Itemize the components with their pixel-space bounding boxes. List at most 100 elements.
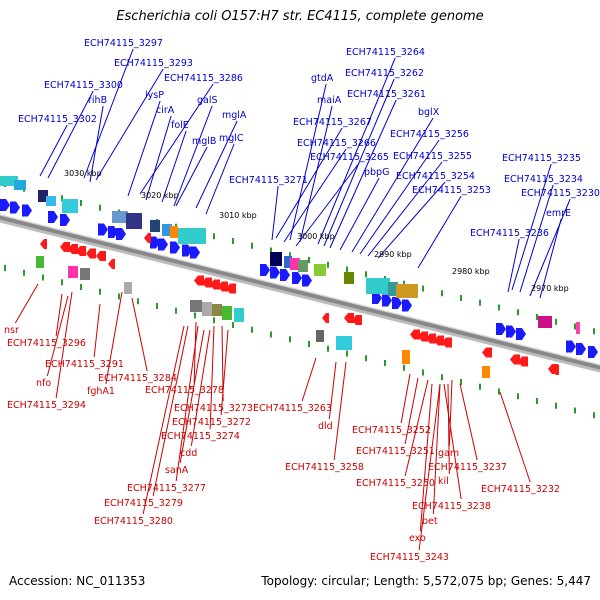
reverse-gene-label: ECH74115_3280 <box>94 516 173 527</box>
label-connector <box>83 48 134 179</box>
reverse-gene-label: ECH74115_3237 <box>428 462 507 473</box>
label-connector <box>295 162 360 247</box>
forward-gene-label: ECH74115_3300 <box>44 80 123 91</box>
reverse-gene-arrow <box>210 279 220 290</box>
label-connector <box>179 329 205 464</box>
tick-mark-lower <box>498 388 500 395</box>
forward-gene-arrow <box>108 226 118 238</box>
label-connector <box>271 185 279 241</box>
label-connector <box>377 181 446 259</box>
label-connector <box>418 383 441 551</box>
gene-feature-block <box>314 264 326 276</box>
tick-mark-lower <box>365 355 367 362</box>
forward-gene-arrow <box>516 328 526 340</box>
tick-label: 2990 kbp <box>374 250 412 259</box>
label-connector <box>351 117 434 253</box>
forward-gene-label: mglC <box>219 133 244 144</box>
reverse-gene-arrow <box>144 233 151 243</box>
label-connector <box>417 195 462 269</box>
forward-gene-label: ECH74115_3267 <box>293 117 372 128</box>
reverse-gene-label: cdd <box>180 448 197 459</box>
reverse-gene-label: kil <box>438 476 449 487</box>
tick-mark-upper <box>422 285 424 292</box>
tick-mark-lower <box>536 398 538 404</box>
reverse-gene-arrow <box>442 337 452 348</box>
reverse-gene-label: exo <box>409 533 426 544</box>
label-connector <box>448 379 453 447</box>
tick-mark-lower <box>517 393 519 400</box>
topology-text: Topology: circular; Length: 5,572,075 bp… <box>261 574 591 588</box>
forward-gene-label: lysP <box>145 90 164 101</box>
label-connector <box>299 105 333 243</box>
reverse-gene-arrow <box>60 242 70 252</box>
label-connector <box>175 325 199 482</box>
label-connector <box>142 325 185 515</box>
forward-gene-arrow <box>182 244 192 257</box>
tick-mark-lower <box>289 336 291 343</box>
label-connector <box>329 99 397 249</box>
backbone-line <box>0 214 600 370</box>
gene-feature-block <box>150 220 160 232</box>
tick-mark-lower <box>479 383 481 390</box>
gene-feature-block <box>336 336 352 350</box>
map-title: Escherichia coli O157:H7 str. EC4115, co… <box>116 9 484 24</box>
reverse-gene-arrow <box>344 313 354 323</box>
forward-gene-arrow <box>402 299 412 312</box>
tick-mark-upper <box>99 204 101 211</box>
gene-feature-block <box>62 199 78 213</box>
forward-gene-arrow <box>382 294 392 307</box>
gene-feature-block <box>170 226 178 238</box>
reverse-gene-label: ECH74115_3278 <box>145 385 224 396</box>
label-connector <box>301 357 317 402</box>
tick-mark-upper <box>403 280 405 287</box>
tick-mark-lower <box>213 317 215 324</box>
label-connector <box>333 361 347 461</box>
tick-mark-upper <box>460 295 462 301</box>
label-connector <box>89 105 104 183</box>
forward-gene-arrow <box>292 272 302 284</box>
forward-gene-arrow <box>566 340 576 353</box>
forward-gene-label: emrE <box>546 208 571 219</box>
tick-mark-upper <box>327 261 329 268</box>
label-connector <box>404 377 419 445</box>
reverse-gene-arrow <box>226 283 236 294</box>
gene-feature-block <box>298 260 308 272</box>
label-connector <box>289 83 327 241</box>
tick-mark-upper <box>80 200 82 206</box>
forward-gene-arrow <box>280 269 290 281</box>
tick-label: 3010 kbp <box>219 211 257 220</box>
label-connector <box>195 120 238 209</box>
reverse-gene-label: gam <box>438 448 459 459</box>
tick-mark-upper <box>517 309 519 316</box>
tick-mark-upper <box>593 328 595 335</box>
label-connector <box>14 283 39 324</box>
gene-feature-block <box>366 278 390 294</box>
forward-gene-label: rihB <box>88 95 107 106</box>
label-connector <box>127 100 161 197</box>
label-connector <box>367 161 443 257</box>
label-connector <box>39 124 68 177</box>
forward-gene-label: cirA <box>156 105 175 116</box>
forward-gene-label: mglB <box>192 136 216 147</box>
label-connector <box>459 383 478 461</box>
forward-gene-label: ECH74115_3302 <box>18 114 97 125</box>
reverse-gene-arrow <box>218 281 228 292</box>
forward-gene-label: ECH74115_3271 <box>229 175 308 186</box>
tick-mark-upper <box>479 299 481 306</box>
label-connector <box>443 383 462 500</box>
label-connector <box>145 115 172 201</box>
reverse-gene-label: fghA1 <box>87 386 115 397</box>
label-connector <box>190 329 211 447</box>
gene-feature-block <box>0 176 18 186</box>
gene-feature-block <box>124 282 132 294</box>
label-connector <box>175 146 208 207</box>
reverse-gene-label: ECH74115_3277 <box>127 483 206 494</box>
reverse-gene-arrow <box>86 248 96 259</box>
forward-gene-label: ECH74115_3256 <box>390 129 469 140</box>
reverse-gene-label: ECH74115_3243 <box>370 552 449 563</box>
forward-gene-arrow <box>576 343 586 355</box>
gene-feature-block <box>190 300 202 312</box>
reverse-gene-label: ECH74115_3238 <box>412 501 491 512</box>
gene-feature-block <box>482 366 490 378</box>
